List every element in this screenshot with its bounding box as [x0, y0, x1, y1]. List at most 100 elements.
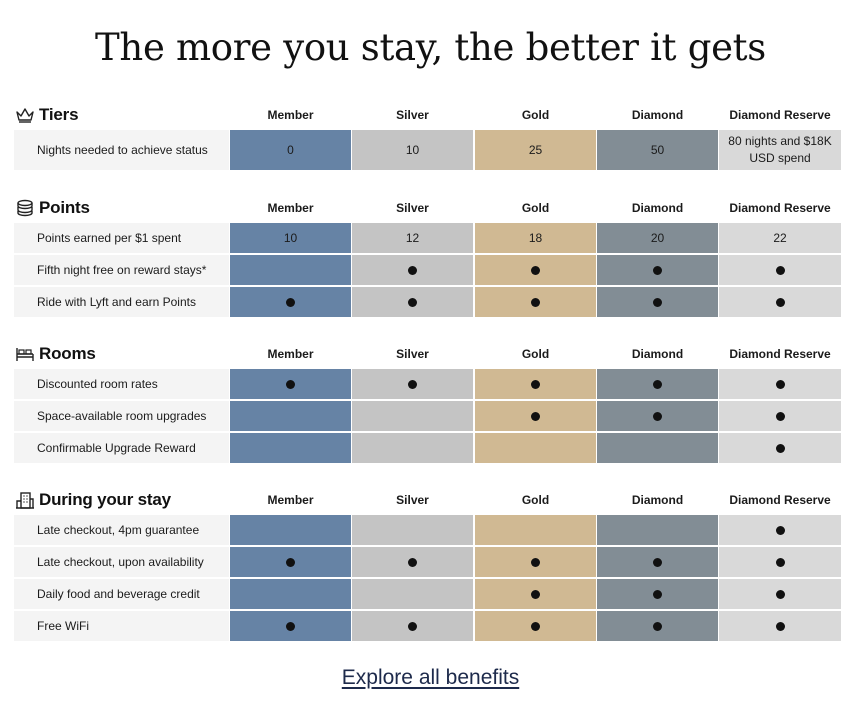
cell-silver: [352, 369, 473, 399]
row-label: Late checkout, 4pm guarantee: [14, 515, 229, 545]
section-title: Rooms: [39, 344, 96, 363]
table-row: Discounted room rates: [14, 369, 841, 399]
table-row: Space-available room upgrades: [14, 401, 841, 431]
section-tiers: Tiers Member Silver Gold Diamond Diamond…: [14, 104, 841, 170]
col-head-gold: Gold: [521, 108, 550, 122]
col-head-diamond: Diamond: [631, 347, 684, 361]
col-head-silver: Silver: [396, 347, 429, 361]
col-head-member: Member: [267, 108, 314, 122]
included-dot-icon: [531, 297, 540, 307]
cell-diamond-reserve: [719, 369, 841, 399]
cell-gold: 25: [475, 130, 596, 170]
cell-silver: [352, 255, 473, 285]
cell-diamond-reserve: [719, 515, 841, 545]
cell-diamond-reserve: [719, 547, 841, 577]
cell-member: [230, 433, 351, 463]
included-dot-icon: [775, 443, 785, 453]
cell-member: [230, 579, 351, 609]
cell-gold: [475, 611, 596, 641]
table-row: Nights needed to achieve status 0 10 25 50 80…: [14, 130, 841, 170]
included-dot-icon: [408, 265, 417, 275]
cell-gold: 18: [475, 223, 596, 253]
col-head-member: Member: [267, 347, 314, 361]
explore-all-benefits-link[interactable]: Explore all benefits: [341, 666, 520, 689]
row-label: Confirmable Upgrade Reward: [14, 433, 229, 463]
included-dot-icon: [408, 557, 417, 567]
col-head-diamond: Diamond: [631, 108, 684, 122]
cell-value: 10: [405, 142, 420, 157]
cell-gold: [475, 401, 596, 431]
cell-silver: [352, 401, 473, 431]
cell-gold: [475, 369, 596, 399]
row-label: Points earned per $1 spent: [14, 223, 229, 253]
col-head-silver: Silver: [396, 201, 429, 215]
col-head-silver: Silver: [396, 108, 429, 122]
cell-gold: [475, 287, 596, 317]
cell-silver: 12: [352, 223, 473, 253]
cell-value: 25: [528, 142, 543, 157]
cell-diamond-reserve: 80 nights and $18K USD spend: [719, 130, 841, 170]
crown-icon: [16, 108, 34, 123]
cell-diamond: [597, 547, 718, 577]
page-title: The more you stay, the better it gets: [95, 26, 766, 69]
cell-gold: [475, 255, 596, 285]
included-dot-icon: [775, 557, 785, 567]
row-label: Discounted room rates: [14, 369, 229, 399]
col-head-member: Member: [267, 493, 314, 507]
included-dot-icon: [775, 265, 785, 275]
col-head-gold: Gold: [521, 201, 550, 215]
cell-diamond-reserve: [719, 255, 841, 285]
cell-diamond-reserve: 22: [719, 223, 841, 253]
row-label: Nights needed to achieve status: [14, 130, 229, 170]
section-points: Points Member Silver Gold Diamond Diamon…: [14, 197, 841, 317]
cell-value: 22: [773, 230, 787, 245]
row-label: Free WiFi: [14, 611, 229, 641]
cell-silver: [352, 547, 473, 577]
included-dot-icon: [286, 557, 295, 567]
cell-diamond-reserve: [719, 287, 841, 317]
cell-diamond: [597, 287, 718, 317]
bed-icon: [16, 348, 34, 361]
included-dot-icon: [531, 557, 540, 567]
included-dot-icon: [653, 621, 662, 631]
row-label: Fifth night free on reward stays*: [14, 255, 229, 285]
col-head-diamond: Diamond: [631, 493, 684, 507]
row-label: Space-available room upgrades: [14, 401, 229, 431]
col-head-gold: Gold: [521, 347, 550, 361]
cell-member: [230, 611, 351, 641]
cell-silver: [352, 611, 473, 641]
included-dot-icon: [286, 621, 295, 631]
cell-member: [230, 255, 351, 285]
row-label: Ride with Lyft and earn Points: [14, 287, 229, 317]
cell-value: 80 nights and $18K USD spend: [728, 134, 832, 165]
included-dot-icon: [775, 589, 785, 599]
cell-value: 50: [650, 142, 665, 157]
cell-silver: 10: [352, 130, 473, 170]
cell-member: 0: [230, 130, 351, 170]
cell-value: 12: [405, 230, 420, 245]
col-head-member: Member: [267, 201, 314, 215]
explore-footer: Explore all benefits: [0, 666, 861, 690]
included-dot-icon: [408, 621, 417, 631]
cell-value: 20: [650, 230, 665, 245]
cell-member: [230, 401, 351, 431]
cell-diamond: [597, 515, 718, 545]
building-icon: [16, 492, 34, 509]
section-during-your-stay: During your stay Member Silver Gold Diam…: [14, 489, 841, 641]
cell-silver: [352, 515, 473, 545]
included-dot-icon: [775, 621, 785, 631]
cell-diamond: 50: [597, 130, 718, 170]
col-head-silver: Silver: [396, 493, 429, 507]
coins-icon: [17, 199, 33, 217]
table-row: Points earned per $1 spent 10 12 18 20 22: [14, 223, 841, 253]
cell-diamond: [597, 611, 718, 641]
cell-diamond: [597, 579, 718, 609]
section-header: Rooms Member Silver Gold Diamond Diamond…: [14, 343, 841, 367]
table-row: Daily food and beverage credit: [14, 579, 841, 609]
cell-value: 0: [287, 142, 294, 157]
included-dot-icon: [653, 589, 662, 599]
included-dot-icon: [531, 265, 540, 275]
cell-diamond: [597, 401, 718, 431]
table-row: Late checkout, 4pm guarantee: [14, 515, 841, 545]
included-dot-icon: [408, 379, 417, 389]
